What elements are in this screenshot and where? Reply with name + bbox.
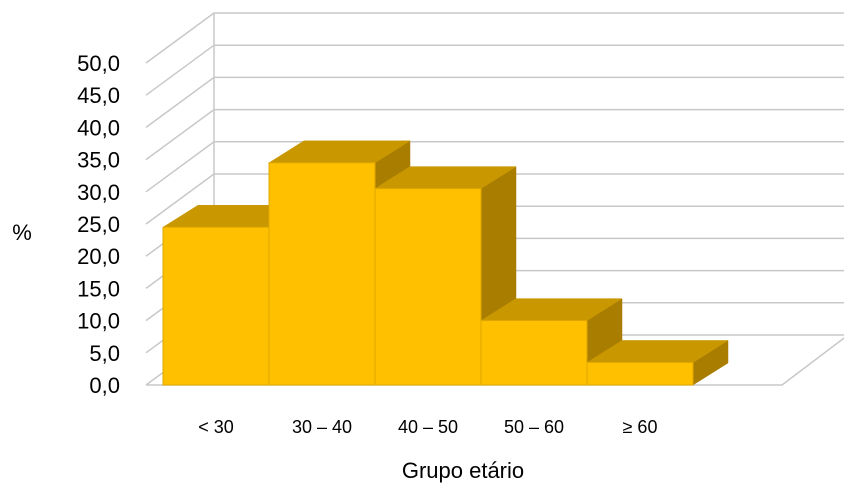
y-axis-tick-labels: 0,0 5,0 10,0 15,0 20,0 25,0 30,0 35,0 40,0 45,0 50… [77,51,120,398]
bar [268,162,376,386]
y-tick-label: 40,0 [77,115,120,140]
bar [374,188,482,386]
bar [586,361,694,386]
y-tick-label: 15,0 [77,276,120,301]
x-axis-category-labels: < 30 30 – 40 40 – 50 50 – 60 ≥ 60 [198,417,657,437]
bars [162,140,729,386]
x-category-label: < 30 [198,417,234,437]
y-tick-label: 45,0 [77,83,120,108]
gridline [145,76,844,129]
x-category-label: ≥ 60 [623,417,658,437]
y-tick-label: 50,0 [77,51,120,76]
y-tick-label: 10,0 [77,309,120,334]
y-axis-title: % [12,220,32,245]
y-tick-label: 5,0 [89,341,120,366]
bar [162,226,270,386]
x-category-label: 30 – 40 [292,417,352,437]
y-tick-label: 35,0 [77,148,120,173]
x-category-label: 40 – 50 [398,417,458,437]
gridline [145,44,844,96]
y-tick-label: 0,0 [89,373,120,398]
x-axis-title: Grupo etário [402,458,524,483]
gridline [145,108,844,161]
y-tick-label: 20,0 [77,244,120,269]
bar [480,320,588,386]
x-category-label: 50 – 60 [504,417,564,437]
y-tick-label: 30,0 [77,180,120,205]
y-tick-label: 25,0 [77,212,120,237]
gridline [145,12,844,64]
